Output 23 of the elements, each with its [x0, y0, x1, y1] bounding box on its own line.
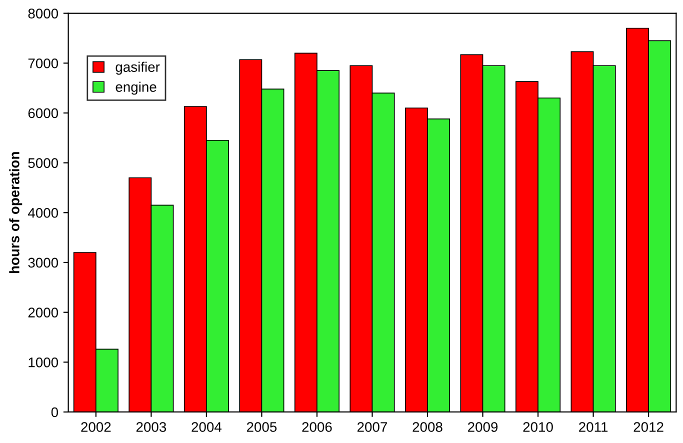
y-tick-label: 2000 — [28, 308, 58, 318]
x-tick-label: 2012 — [634, 422, 664, 432]
y-tick-label: 4000 — [28, 208, 58, 218]
x-tick-label: 2004 — [192, 422, 222, 432]
y-axis-title: hours of operation — [9, 152, 22, 274]
x-tick-label: 2007 — [357, 422, 387, 432]
y-tick-label: 0 — [51, 407, 58, 418]
x-tick-label: 2010 — [523, 422, 553, 432]
y-tick-label: 1000 — [28, 357, 58, 368]
x-tick-label: 2008 — [412, 422, 442, 432]
y-tick-label: 5000 — [28, 158, 58, 168]
x-tick-label: 2006 — [302, 422, 332, 432]
x-tick-label: 2011 — [579, 422, 608, 432]
x-tick-label: 2002 — [81, 422, 111, 432]
legend-label: engine — [116, 82, 156, 95]
x-tick-label: 2005 — [246, 422, 277, 432]
y-tick-label: 8000 — [28, 8, 58, 18]
x-tick-label: 2003 — [136, 422, 166, 432]
y-tick-label: 3000 — [28, 258, 58, 268]
y-tick-label: 6000 — [28, 108, 58, 118]
legend-label: gasifier — [116, 62, 160, 75]
y-tick-label: 7000 — [28, 58, 58, 68]
x-tick-label: 2009 — [468, 422, 498, 432]
